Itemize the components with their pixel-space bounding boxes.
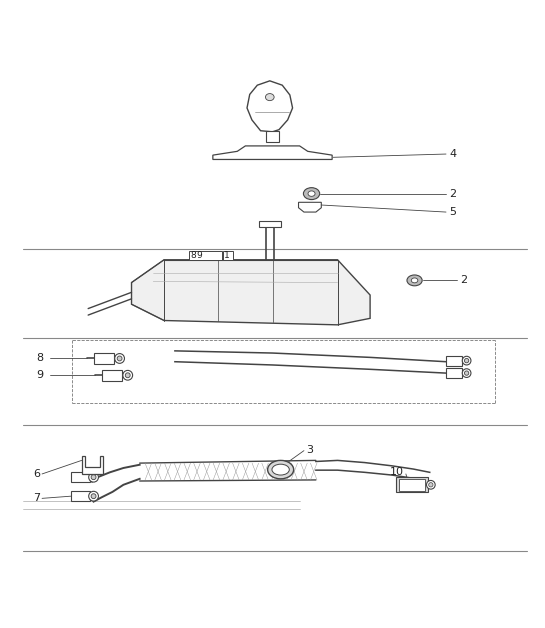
Bar bbox=[396, 477, 428, 492]
Ellipse shape bbox=[464, 371, 469, 376]
Polygon shape bbox=[131, 260, 370, 325]
Ellipse shape bbox=[114, 354, 124, 364]
Text: 1: 1 bbox=[223, 251, 229, 260]
Text: 4: 4 bbox=[449, 149, 456, 159]
Ellipse shape bbox=[407, 275, 422, 286]
Text: 9: 9 bbox=[37, 371, 44, 381]
Ellipse shape bbox=[272, 464, 289, 475]
Text: 8: 8 bbox=[37, 354, 44, 364]
Ellipse shape bbox=[308, 191, 315, 197]
Text: 10: 10 bbox=[390, 467, 404, 477]
Bar bbox=[446, 368, 462, 378]
Bar bbox=[71, 472, 90, 482]
Text: 5: 5 bbox=[449, 207, 456, 217]
Ellipse shape bbox=[89, 472, 99, 482]
Ellipse shape bbox=[304, 188, 320, 200]
Ellipse shape bbox=[117, 356, 122, 361]
Bar bbox=[102, 370, 122, 381]
Polygon shape bbox=[266, 131, 279, 141]
Bar bbox=[399, 479, 425, 490]
Text: 8: 8 bbox=[190, 251, 196, 260]
Ellipse shape bbox=[411, 278, 418, 283]
Bar bbox=[94, 353, 114, 364]
Text: 2: 2 bbox=[449, 188, 456, 198]
Ellipse shape bbox=[265, 94, 274, 100]
Polygon shape bbox=[247, 81, 293, 132]
Ellipse shape bbox=[429, 483, 433, 487]
Text: 9: 9 bbox=[197, 251, 202, 260]
Ellipse shape bbox=[268, 460, 294, 479]
Polygon shape bbox=[82, 456, 104, 475]
Ellipse shape bbox=[89, 491, 99, 501]
Ellipse shape bbox=[464, 359, 469, 363]
Text: 7: 7 bbox=[33, 494, 40, 504]
Bar bbox=[71, 491, 90, 501]
Text: 2: 2 bbox=[460, 276, 467, 285]
Ellipse shape bbox=[91, 494, 96, 499]
Ellipse shape bbox=[125, 373, 130, 377]
Text: 3: 3 bbox=[306, 445, 313, 455]
Ellipse shape bbox=[427, 480, 435, 489]
Bar bbox=[222, 251, 233, 260]
Ellipse shape bbox=[91, 475, 96, 480]
Polygon shape bbox=[259, 220, 281, 227]
Ellipse shape bbox=[123, 371, 132, 380]
Bar bbox=[189, 251, 221, 260]
Ellipse shape bbox=[462, 356, 471, 365]
Ellipse shape bbox=[462, 369, 471, 377]
Polygon shape bbox=[213, 146, 332, 160]
Text: 6: 6 bbox=[33, 469, 40, 479]
Bar bbox=[446, 355, 462, 365]
Polygon shape bbox=[299, 202, 322, 212]
